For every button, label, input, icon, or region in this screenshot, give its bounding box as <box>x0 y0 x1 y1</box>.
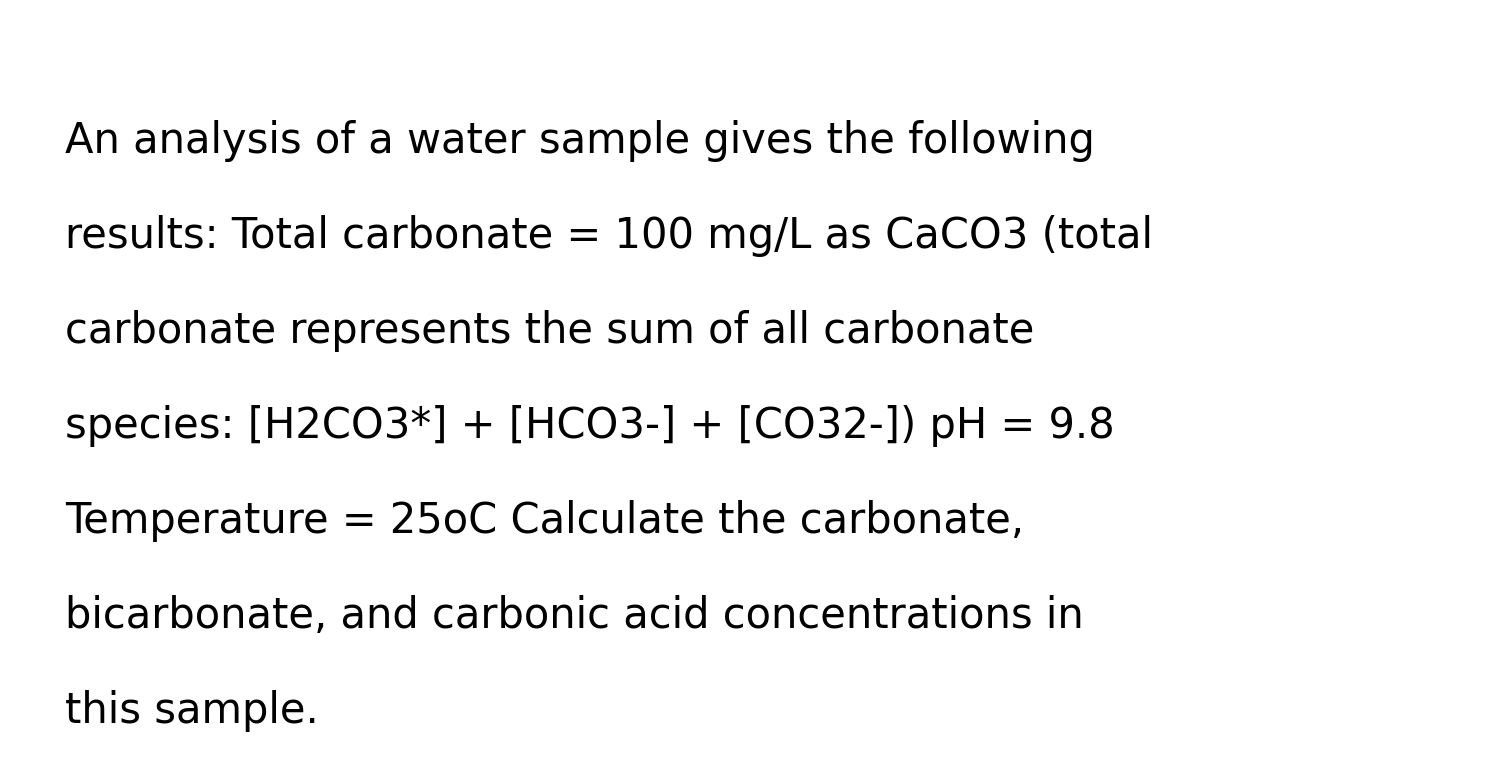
Text: species: [H2CO3*] + [HCO3-] + [CO32-]) pH = 9.8: species: [H2CO3*] + [HCO3-] + [CO32-]) p… <box>64 405 1114 447</box>
Text: An analysis of a water sample gives the following: An analysis of a water sample gives the … <box>64 120 1095 162</box>
Text: bicarbonate, and carbonic acid concentrations in: bicarbonate, and carbonic acid concentra… <box>64 595 1083 637</box>
Text: Temperature = 25oC Calculate the carbonate,: Temperature = 25oC Calculate the carbona… <box>64 500 1024 542</box>
Text: results: Total carbonate = 100 mg/L as CaCO3 (total: results: Total carbonate = 100 mg/L as C… <box>64 215 1154 257</box>
Text: this sample.: this sample. <box>64 690 318 732</box>
Text: carbonate represents the sum of all carbonate: carbonate represents the sum of all carb… <box>64 310 1035 352</box>
